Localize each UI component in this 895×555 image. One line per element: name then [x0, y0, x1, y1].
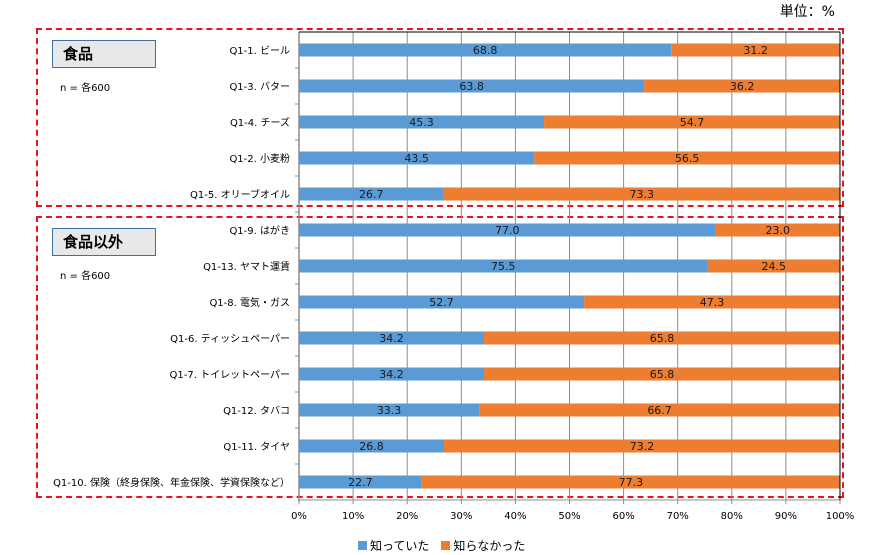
- value-label: 45.3: [409, 116, 434, 129]
- bar-knew: [299, 403, 480, 417]
- x-tick-label: 0%: [291, 511, 307, 522]
- bar-did-not-know: [484, 331, 840, 345]
- x-tick-label: 70%: [667, 511, 689, 522]
- group-sample-size-non-food: n = 各600: [60, 271, 111, 282]
- value-label: 36.2: [730, 80, 755, 93]
- value-label: 54.7: [680, 116, 705, 129]
- category-label: Q1-8. 電気・ガス: [209, 296, 290, 309]
- legend-label-knew: 知っていた: [370, 539, 430, 553]
- group-box-food: [36, 28, 844, 207]
- value-label: 24.5: [761, 260, 786, 273]
- value-label: 63.8: [459, 80, 484, 93]
- value-label: 73.2: [630, 440, 655, 453]
- group-title-food: 食品: [52, 40, 156, 68]
- value-label: 65.8: [650, 332, 675, 345]
- group-title-non-food: 食品以外: [52, 228, 156, 256]
- value-label: 33.3: [377, 404, 402, 417]
- category-labels: Q1-1. ビール Q1-3. バター Q1-4. チーズ Q1-2. 小麦粉 Q1-5…: [53, 45, 290, 489]
- x-tick-label: 30%: [450, 511, 472, 522]
- value-label: 73.3: [629, 188, 654, 201]
- bar-knew: [299, 331, 485, 345]
- value-label: 22.7: [348, 476, 373, 489]
- legend-item-did-not-know: 知らなかった: [441, 537, 525, 554]
- category-label: Q1-11. タイヤ: [223, 441, 290, 453]
- bar-did-not-know: [707, 259, 840, 273]
- value-label: 52.7: [429, 296, 454, 309]
- category-label: Q1-1. ビール: [229, 45, 290, 57]
- value-labels: 68.8 31.2 63.8 36.2 45.3 54.7 43.5 56.5 26.7 73.3…: [348, 44, 790, 489]
- value-label: 77.0: [495, 224, 520, 237]
- bar-knew: [299, 295, 585, 309]
- x-tick-label: 60%: [612, 511, 634, 522]
- value-label: 68.8: [473, 44, 498, 57]
- bars: [299, 43, 840, 489]
- unit-label: 単位：%: [779, 4, 835, 20]
- bar-did-not-know: [484, 367, 840, 381]
- value-label: 31.2: [743, 44, 768, 57]
- bar-did-not-know: [644, 79, 840, 93]
- bar-did-not-know: [715, 223, 840, 237]
- x-tick-label: 80%: [721, 511, 743, 522]
- category-label: Q1-4. チーズ: [230, 116, 290, 129]
- legend-label-did-not-know: 知らなかった: [453, 539, 526, 553]
- bar-did-not-know: [479, 403, 840, 417]
- bar-knew: [299, 439, 444, 453]
- value-label: 26.7: [359, 188, 384, 201]
- bar-knew: [299, 79, 645, 93]
- group-box-non-food: [36, 216, 844, 498]
- group-sample-size-food: n = 各600: [60, 83, 111, 94]
- category-label: Q1-2. 小麦粉: [229, 152, 290, 165]
- value-label: 66.7: [647, 404, 672, 417]
- category-label: Q1-6. ティッシュペーパー: [170, 333, 290, 345]
- bar-knew: [299, 475, 422, 489]
- bar-did-not-know: [443, 187, 840, 201]
- bar-did-not-know: [443, 439, 840, 453]
- x-tick-label: 40%: [504, 511, 526, 522]
- legend-item-knew: 知っていた: [358, 537, 429, 554]
- legend-swatch-knew: [358, 541, 367, 550]
- category-label: Q1-12. タバコ: [223, 405, 290, 417]
- bar-knew: [299, 223, 716, 237]
- legend: 知っていた 知らなかった: [358, 537, 525, 554]
- value-label: 56.5: [675, 152, 700, 165]
- category-label: Q1-13. ヤマト運賃: [203, 260, 290, 273]
- bar-knew: [299, 43, 672, 57]
- bar-knew: [299, 187, 444, 201]
- legend-swatch-did-not-know: [441, 541, 451, 550]
- value-label: 43.5: [404, 152, 429, 165]
- x-tick-label: 10%: [342, 511, 364, 522]
- bar-did-not-know: [534, 151, 840, 165]
- value-label: 47.3: [700, 296, 725, 309]
- category-label: Q1-3. バター: [229, 81, 290, 93]
- axes: [295, 31, 841, 504]
- bar-knew: [299, 367, 485, 381]
- category-label: Q1-9. はがき: [229, 224, 290, 237]
- value-label: 26.8: [359, 440, 384, 453]
- x-tick-labels: 0% 10% 20% 30% 40% 50% 60% 70% 80% 90% 100%: [291, 511, 854, 522]
- bar-knew: [299, 259, 708, 273]
- x-tick-label: 90%: [775, 511, 797, 522]
- category-label: Q1-7. トイレットペーパー: [170, 369, 290, 381]
- value-label: 75.5: [491, 260, 516, 273]
- x-tick-label: 100%: [826, 511, 855, 522]
- bar-did-not-know: [584, 295, 840, 309]
- bar-knew: [299, 151, 535, 165]
- value-label: 34.2: [379, 332, 404, 345]
- x-tick-label: 50%: [558, 511, 580, 522]
- value-label: 34.2: [379, 368, 404, 381]
- value-label: 77.3: [619, 476, 644, 489]
- x-tick-label: 20%: [396, 511, 418, 522]
- category-label: Q1-10. 保険（終身保険、年金保険、学資保険など）: [53, 476, 290, 489]
- bar-did-not-know: [421, 475, 840, 489]
- bar-did-not-know: [544, 115, 840, 129]
- value-label: 23.0: [766, 224, 791, 237]
- bar-knew: [299, 115, 545, 129]
- category-label: Q1-5. オリーブオイル: [190, 188, 290, 201]
- bar-did-not-know: [671, 43, 840, 57]
- value-label: 65.8: [650, 368, 675, 381]
